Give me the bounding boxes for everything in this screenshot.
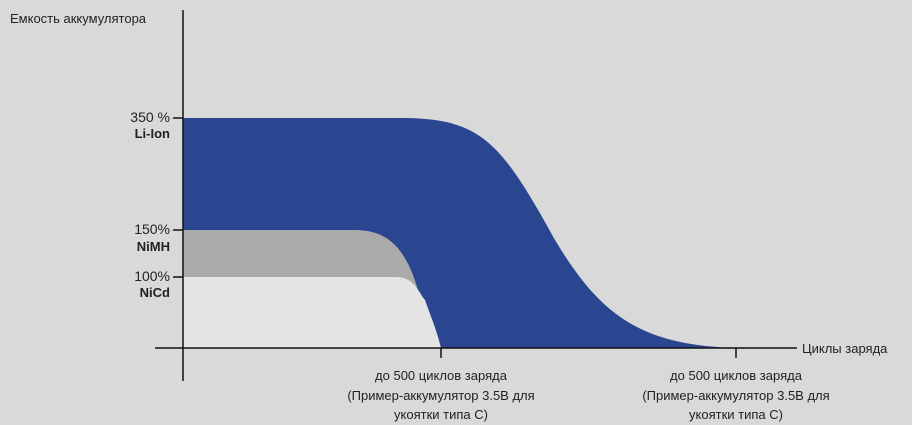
y-axis-title: Емкость аккумулятора — [10, 11, 147, 26]
x-tick-label-1-line-3: укоятки типа С) — [394, 407, 488, 422]
x-axis-title: Циклы заряда — [802, 341, 888, 356]
y-level-name-nimh: NiMH — [137, 239, 170, 254]
labels: Емкость аккумулятора Циклы заряда 350 % … — [10, 11, 888, 422]
x-tick-label-2-line-2: (Пример-аккумулятор 3.5В для — [642, 388, 829, 403]
x-tick-label-1-line-2: (Пример-аккумулятор 3.5В для — [347, 388, 534, 403]
series-area-nicd — [183, 277, 441, 348]
y-level-pct-nimh: 150% — [134, 221, 170, 237]
x-tick-label-1-line-1: до 500 циклов заряда — [375, 368, 508, 383]
x-tick-label-2-line-1: до 500 циклов заряда — [670, 368, 803, 383]
y-level-pct-nicd: 100% — [134, 268, 170, 284]
y-level-name-li-ion: Li-Ion — [135, 126, 170, 141]
y-level-pct-li-ion: 350 % — [130, 109, 170, 125]
series-areas — [183, 118, 736, 348]
y-level-name-nicd: NiCd — [140, 285, 170, 300]
axes — [155, 10, 797, 381]
x-tick-label-2-line-3: укоятки типа С) — [689, 407, 783, 422]
